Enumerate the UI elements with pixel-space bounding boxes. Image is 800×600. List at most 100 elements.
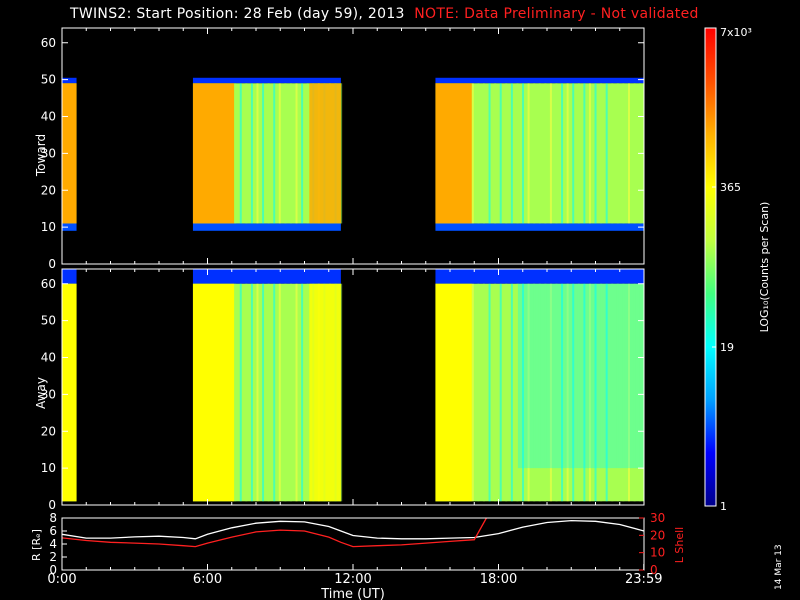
low-intensity-region xyxy=(517,283,644,469)
data-stripe xyxy=(600,83,603,224)
y-tick-label: 20 xyxy=(41,424,56,438)
data-stripe xyxy=(477,283,480,502)
y-tick-label: 6 xyxy=(49,524,57,538)
data-stripe xyxy=(488,283,491,502)
data-stripe xyxy=(494,83,497,224)
data-stripe xyxy=(627,83,630,224)
lshell-line xyxy=(62,518,487,548)
data-stripe xyxy=(639,283,642,502)
y-tick-label: 0 xyxy=(48,498,56,512)
y-tick-label: 30 xyxy=(41,146,56,160)
title-note: NOTE: Data Preliminary - Not validated xyxy=(414,6,699,22)
data-stripe xyxy=(499,283,502,502)
title-main: TWINS2: Start Position: 28 Feb (day 59),… xyxy=(70,6,405,22)
high-intensity-block xyxy=(435,83,472,224)
away-ylabel: Away xyxy=(34,377,48,409)
lower-edge-band xyxy=(62,223,77,231)
x-tick-label: 23:59 xyxy=(625,572,662,587)
data-stripe xyxy=(494,283,497,502)
data-stripe xyxy=(516,283,519,502)
data-stripe xyxy=(549,283,552,502)
data-stripe xyxy=(482,283,485,502)
y-tick-label: 4 xyxy=(49,537,57,551)
upper-edge-band xyxy=(62,269,77,284)
radius-line xyxy=(62,519,644,540)
data-stripe xyxy=(527,283,530,502)
data-stripe xyxy=(566,283,569,502)
y-tick-label: 2 xyxy=(49,550,57,564)
data-stripe xyxy=(239,283,242,502)
data-stripe xyxy=(611,283,614,502)
data-stripe xyxy=(538,283,541,502)
data-stripe xyxy=(234,283,237,502)
data-stripe xyxy=(633,83,636,224)
y-tick-label: 40 xyxy=(41,351,56,365)
data-stripe xyxy=(306,283,309,502)
data-stripe xyxy=(605,83,608,224)
high-intensity-block xyxy=(192,283,235,502)
data-stripe xyxy=(566,83,569,224)
away-panel xyxy=(62,269,644,502)
data-stripe xyxy=(561,83,564,224)
data-stripe xyxy=(522,83,525,224)
data-stripe xyxy=(340,283,343,502)
data-stripe xyxy=(522,283,525,502)
x-tick-label: 18:00 xyxy=(480,572,517,587)
orbit-left-ylabel: R [Rₑ] xyxy=(30,529,43,561)
right-y-tick-label: 10 xyxy=(650,546,665,560)
y-tick-label: 0 xyxy=(48,257,56,271)
data-stripe xyxy=(577,83,580,224)
data-stripe xyxy=(505,283,508,502)
colorbar-label: LOG₁₀(Counts per Scan) xyxy=(758,202,771,333)
data-stripe xyxy=(245,283,248,502)
data-stripe xyxy=(572,83,575,224)
right-y-tick-label: 0 xyxy=(650,563,658,577)
data-stripe xyxy=(616,283,619,502)
data-stripe xyxy=(544,83,547,224)
colorbar-tick-label: 1 xyxy=(720,500,727,513)
orbit-panel xyxy=(62,518,644,548)
colorbar-ticks: 7x10³ 365 19 1 xyxy=(712,26,752,513)
y-tick-label: 20 xyxy=(41,183,56,197)
data-stripe xyxy=(572,283,575,502)
colorbar xyxy=(704,27,717,507)
right-y-tick-label: 20 xyxy=(650,528,665,542)
data-stripe xyxy=(533,83,536,224)
data-stripe xyxy=(340,83,343,224)
data-stripe xyxy=(577,283,580,502)
data-stripe xyxy=(622,283,625,502)
high-intensity-block xyxy=(62,283,77,502)
x-tick-label: 0:00 xyxy=(47,572,76,587)
data-stripe xyxy=(482,83,485,224)
orbit-right-ylabel: L Shell xyxy=(673,527,686,563)
data-stripe xyxy=(256,283,259,502)
data-stripe xyxy=(510,83,513,224)
y-tick-label: 60 xyxy=(41,36,56,50)
data-stripe xyxy=(499,83,502,224)
y-tick-label: 0 xyxy=(49,563,57,577)
right-y-tick-label: 30 xyxy=(650,511,665,525)
toward-ylabel: Toward xyxy=(34,134,48,177)
data-stripe xyxy=(583,283,586,502)
data-stripe xyxy=(616,83,619,224)
data-stripe xyxy=(278,283,281,502)
colorbar-tick-label: 19 xyxy=(720,341,734,354)
data-stripe xyxy=(262,83,265,224)
data-stripe xyxy=(622,83,625,224)
data-stripe xyxy=(477,83,480,224)
y-tick-label: 50 xyxy=(41,314,56,328)
data-stripe xyxy=(527,83,530,224)
data-stripe xyxy=(239,83,242,224)
data-stripe xyxy=(289,83,292,224)
data-stripe xyxy=(555,83,558,224)
data-stripe xyxy=(245,83,248,224)
data-stripe xyxy=(295,83,298,224)
x-tick-label: 6:00 xyxy=(193,572,222,587)
data-stripe xyxy=(588,283,591,502)
y-tick-label: 10 xyxy=(41,220,56,234)
data-stripe xyxy=(471,83,474,224)
data-stripe xyxy=(250,283,253,502)
toward-panel xyxy=(62,77,644,231)
high-intensity-block xyxy=(309,83,341,224)
